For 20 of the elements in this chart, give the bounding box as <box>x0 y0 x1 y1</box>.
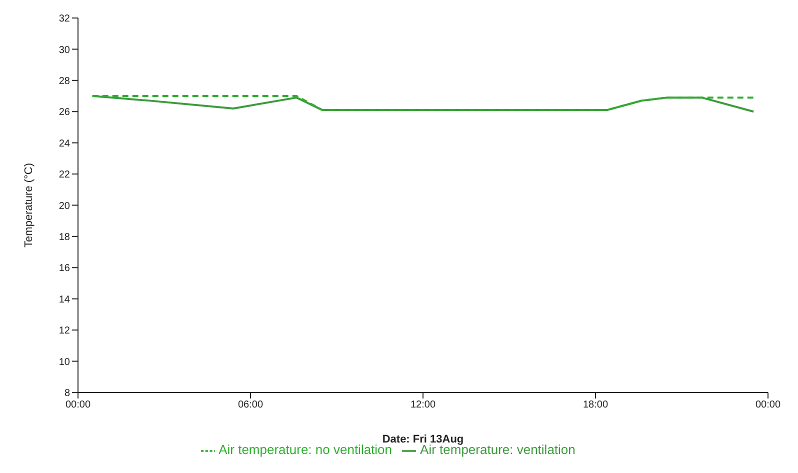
y-tick-label: 10 <box>58 356 70 368</box>
y-tick-label: 28 <box>58 76 70 87</box>
x-tick-label: 00:00 <box>65 400 91 411</box>
y-tick-label: 16 <box>58 263 70 274</box>
y-tick-label: 14 <box>58 294 70 306</box>
y-tick-label: 32 <box>58 14 70 25</box>
legend-label: Air temperature: no ventilation <box>218 442 392 458</box>
y-tick-label: 22 <box>58 170 70 181</box>
y-axis-title: Temperature (°C) <box>22 162 35 248</box>
x-tick-label: 12:00 <box>410 400 436 411</box>
x-tick-label: 06:00 <box>238 400 264 411</box>
y-tick-label: 26 <box>58 107 70 118</box>
y-tick-label: 18 <box>58 232 70 243</box>
y-tick-label: 12 <box>58 326 70 337</box>
x-tick-label: 00:00 <box>755 400 781 411</box>
y-tick-label: 30 <box>58 44 70 56</box>
y-tick-label: 20 <box>58 200 70 212</box>
y-tick-label: 8 <box>64 388 70 399</box>
y-tick-label: 24 <box>58 138 70 150</box>
x-tick-label: 18:00 <box>582 400 608 411</box>
